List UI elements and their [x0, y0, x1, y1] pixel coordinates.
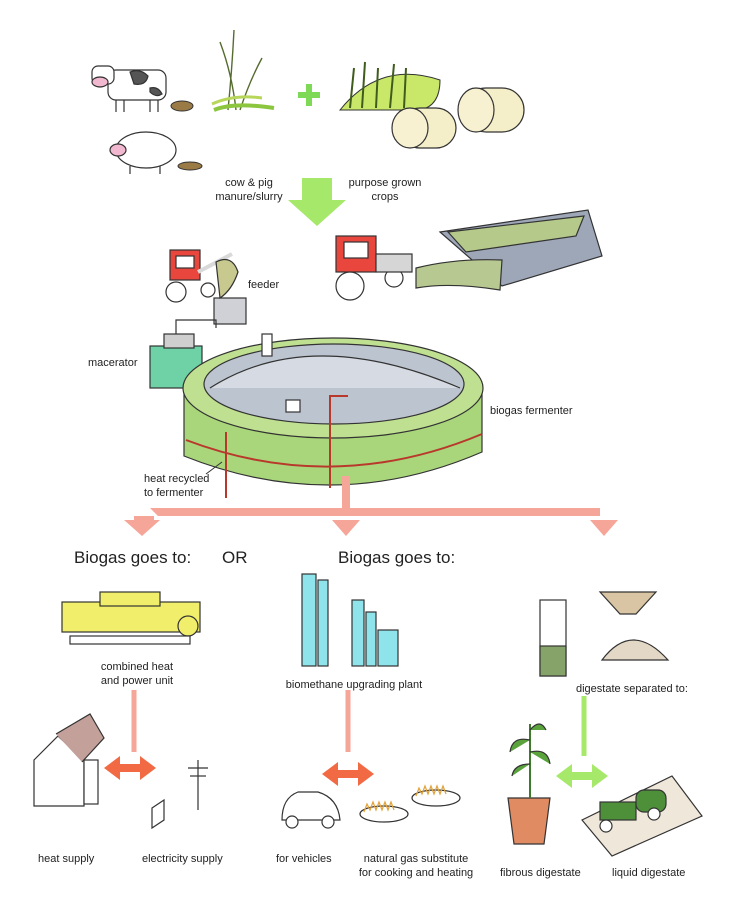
straw-icon	[211, 29, 275, 112]
crops-field-icon	[338, 61, 441, 111]
gas-substitute-label: natural gas substitute for cooking and h…	[358, 853, 474, 879]
or-heading: OR	[222, 548, 248, 567]
manure-pile-icon	[170, 100, 194, 112]
hay-bale-icon	[391, 87, 525, 149]
gas-burner-icon	[359, 784, 461, 823]
pig-icon	[109, 131, 177, 174]
heat-recycled-label: heat recycled to fermenter	[144, 473, 210, 499]
output-branch-arrows	[124, 476, 618, 536]
slurry-tanker-icon	[581, 775, 703, 857]
biomethane-plant-icon	[301, 573, 399, 667]
upgrading-label: biomethane upgrading plant	[285, 679, 423, 691]
silage-clamp-icon	[415, 209, 603, 291]
vehicles-gas-arrow	[322, 762, 374, 786]
biogas-right-heading: Biogas goes to:	[338, 548, 456, 567]
harvest-tractor-icon	[335, 235, 413, 301]
electricity-supply-label: electricity supply	[142, 853, 223, 865]
liquid-digestate-label: liquid digestate	[612, 867, 686, 879]
slurry-icon	[177, 161, 203, 171]
feedstock-flow-arrow	[288, 178, 346, 226]
house-icon	[33, 713, 105, 807]
feeder-hopper-icon	[213, 259, 247, 325]
cow-icon	[91, 65, 167, 112]
heat-supply-label: heat supply	[38, 853, 95, 865]
power-pole-icon	[151, 760, 208, 830]
label-leader-lines	[205, 461, 223, 475]
heat-electricity-arrow	[104, 756, 156, 780]
biogas-fermenter-tank	[182, 333, 484, 498]
fermenter-label: biogas fermenter	[490, 405, 573, 417]
fibrous-liquid-arrow	[556, 764, 608, 788]
chp-label: combined heat and power unit	[100, 661, 174, 687]
car-icon	[281, 791, 341, 829]
plus-icon	[298, 84, 320, 106]
digestate-separator-icon	[539, 591, 670, 677]
potted-plant-icon	[507, 723, 551, 845]
fibrous-digestate-label: fibrous digestate	[500, 867, 581, 879]
digestate-separated-label: digestate separated to:	[576, 683, 688, 695]
macerator-label: macerator	[88, 357, 138, 369]
feeder-label: feeder	[248, 279, 280, 291]
biogas-left-heading: Biogas goes to:	[74, 548, 192, 567]
loader-tractor-icon	[165, 249, 233, 303]
crops-label: purpose grown crops	[348, 177, 422, 203]
vehicles-label: for vehicles	[276, 853, 332, 865]
chp-unit-icon	[61, 591, 201, 645]
manure-label: cow & pig manure/slurry	[215, 177, 283, 203]
